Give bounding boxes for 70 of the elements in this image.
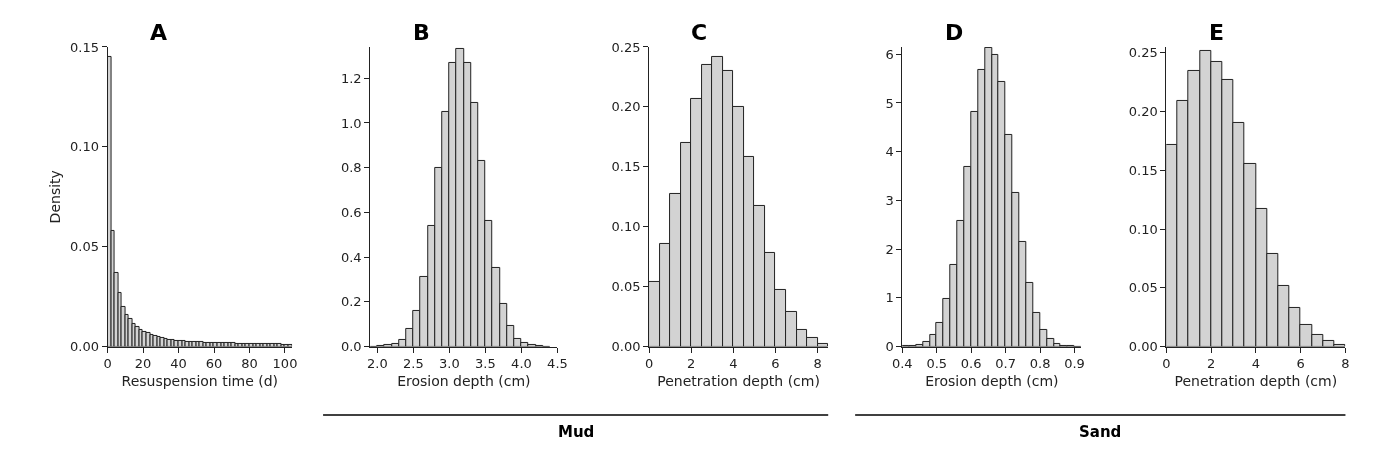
chart-title: C bbox=[691, 20, 708, 45]
x-tick-label: 40 bbox=[170, 356, 187, 372]
x-tick-label: 0.5 bbox=[926, 356, 948, 372]
x-tick-label: 6 bbox=[771, 356, 780, 372]
x-tick-label: 2 bbox=[1206, 356, 1216, 372]
chart-title: E bbox=[1209, 20, 1225, 45]
text: Sand bbox=[1079, 423, 1122, 441]
y-tick-label: 0.05 bbox=[1128, 280, 1158, 296]
x-tick-label: 80 bbox=[241, 356, 258, 372]
y-tick-label: 0.10 bbox=[611, 219, 641, 235]
x-tick-label: 0 bbox=[644, 356, 654, 372]
y-tick-label: 0.0 bbox=[340, 339, 362, 355]
x-axis-title: Penetration depth (cm) bbox=[657, 373, 820, 390]
x-tick-label: 100 bbox=[272, 356, 298, 372]
y-tick-label: 0.00 bbox=[611, 339, 641, 355]
y-tick-label: 6 bbox=[885, 46, 894, 62]
x-tick-label: 4.5 bbox=[547, 356, 568, 372]
x-tick-label: 0.6 bbox=[960, 356, 982, 372]
x-tick-label: 4 bbox=[729, 356, 738, 372]
x-axis-title: Erosion depth (cm) bbox=[925, 373, 1059, 390]
x-tick-label: 20 bbox=[134, 356, 152, 372]
y-tick-label: 0.00 bbox=[70, 339, 99, 355]
x-tick-label: 0.7 bbox=[995, 356, 1016, 372]
x-tick-label: 2.0 bbox=[367, 356, 388, 372]
y-tick-label: 0.25 bbox=[611, 39, 641, 55]
x-tick-label: 0.8 bbox=[1029, 356, 1051, 372]
y-tick-label: 1.2 bbox=[340, 70, 362, 86]
y-tick-label: 0.10 bbox=[70, 139, 99, 155]
y-tick-label: 0.2 bbox=[340, 294, 362, 310]
y-tick-label: 4 bbox=[885, 144, 894, 160]
x-tick-label: 6 bbox=[1296, 356, 1305, 372]
x-tick-label: 8 bbox=[1341, 356, 1350, 372]
y-tick-label: 0.15 bbox=[611, 159, 641, 175]
y-axis-title: Density bbox=[46, 170, 63, 224]
chart-title: D bbox=[945, 20, 964, 45]
text: Mud bbox=[558, 423, 595, 441]
y-tick-label: 0.4 bbox=[340, 249, 362, 265]
x-tick-label: 0 bbox=[1162, 356, 1171, 372]
y-tick-label: 2 bbox=[885, 241, 894, 257]
y-tick-label: 0.15 bbox=[70, 39, 99, 55]
x-axis-title: Resuspension time (d) bbox=[121, 373, 279, 390]
x-tick-label: 4 bbox=[1251, 356, 1261, 372]
y-tick-label: 0.6 bbox=[340, 204, 362, 220]
x-axis-title: Penetration depth (cm) bbox=[1174, 373, 1338, 390]
y-tick-label: 3 bbox=[885, 192, 894, 208]
y-tick-label: 0.15 bbox=[1128, 162, 1158, 178]
x-tick-label: 0 bbox=[103, 356, 112, 372]
x-tick-label: 2.5 bbox=[403, 356, 424, 372]
y-tick-label: 0.20 bbox=[1128, 104, 1158, 120]
y-tick-label: 1.0 bbox=[340, 115, 362, 131]
x-tick-label: 3.5 bbox=[475, 356, 496, 372]
x-tick-label: 3.0 bbox=[439, 356, 460, 372]
x-tick-label: 8 bbox=[813, 356, 822, 372]
x-tick-label: 0.9 bbox=[1064, 356, 1085, 372]
chart-title: B bbox=[413, 20, 430, 45]
x-tick-label: 2 bbox=[687, 356, 696, 372]
y-tick-label: 1 bbox=[885, 290, 894, 306]
y-tick-label: 0.8 bbox=[340, 160, 362, 176]
y-tick-label: 0.05 bbox=[70, 239, 99, 255]
y-tick-label: 0.25 bbox=[1128, 45, 1158, 61]
x-axis-title: Erosion depth (cm) bbox=[397, 373, 531, 390]
y-tick-label: 0.20 bbox=[611, 99, 641, 115]
y-tick-label: 0.00 bbox=[1128, 339, 1158, 355]
chart-title: A bbox=[150, 20, 168, 45]
x-tick-label: 60 bbox=[205, 356, 223, 372]
y-tick-label: 0 bbox=[885, 339, 894, 355]
y-tick-label: 0.05 bbox=[611, 279, 641, 295]
y-tick-label: 5 bbox=[885, 95, 894, 111]
y-tick-label: 0.10 bbox=[1128, 221, 1158, 237]
x-tick-label: 4.0 bbox=[511, 356, 532, 372]
